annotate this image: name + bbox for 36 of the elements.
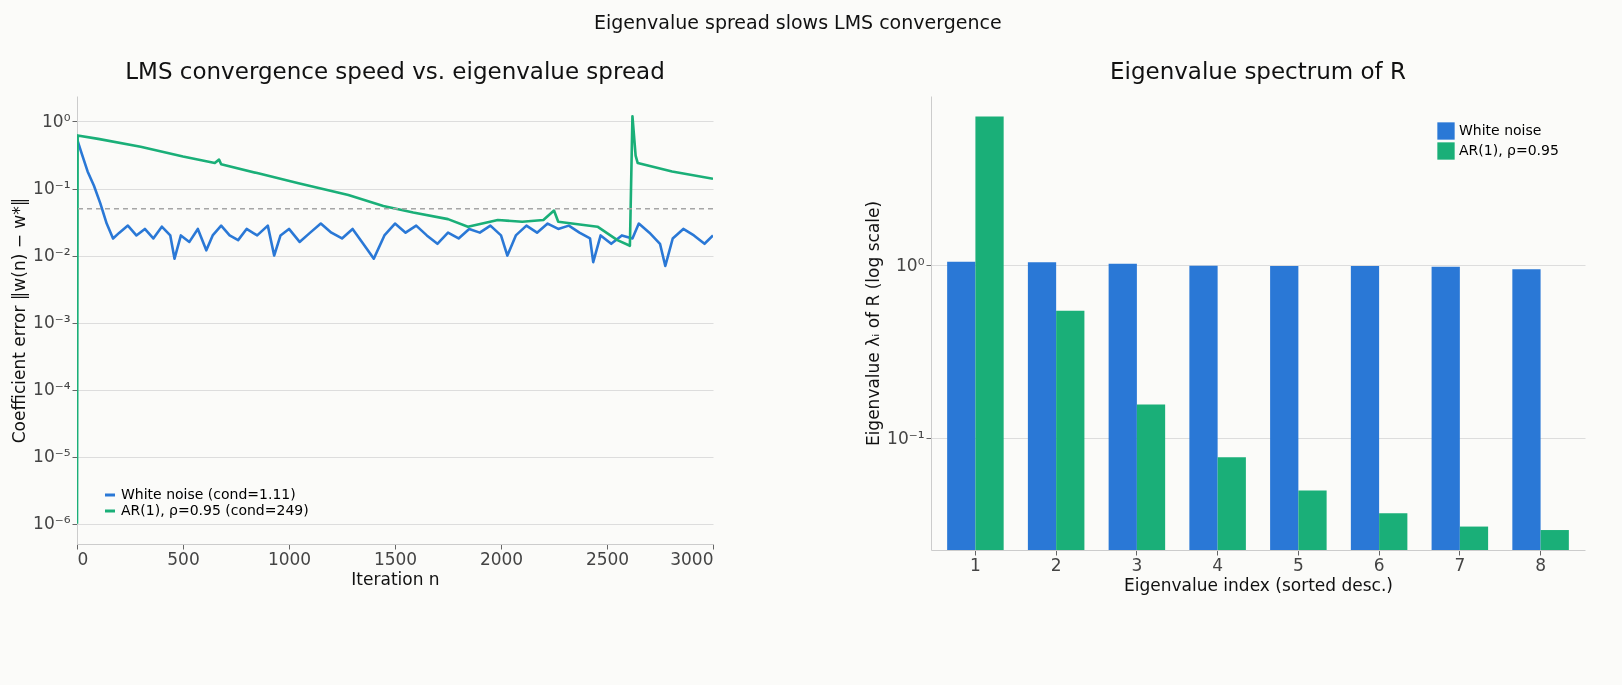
legend-label: AR(1), ρ=0.95 (cond=249) (121, 502, 309, 518)
x-tick-label: 5 (1292, 554, 1304, 575)
x-tick-label: 7 (1454, 554, 1466, 575)
x-tick-label: 0 (77, 548, 89, 569)
y-axis-title: Coefficient error ‖w(n) − w*‖ (9, 197, 30, 444)
y-tick-label: 10⁰ (896, 254, 925, 275)
y-tick-label: 10⁰ (42, 110, 71, 131)
x-tick-label: 2000 (479, 548, 524, 569)
y-tick-label: 10⁻⁴ (33, 379, 71, 400)
y-tick-label: 10⁻³ (33, 312, 71, 333)
x-tick-label: 1 (969, 554, 981, 575)
text: Eigenvalue spread slows LMS convergence (593, 11, 1002, 33)
x-tick-label: 2 (1050, 554, 1062, 575)
legend-label: AR(1), ρ=0.95 (1459, 142, 1559, 158)
line-series (77, 114, 713, 526)
x-tick-label: 2500 (585, 548, 630, 569)
chart-title: Eigenvalue spectrum of R (1110, 58, 1407, 84)
y-axis-title: Eigenvalue λᵢ of R (log scale) (863, 200, 884, 447)
x-axis-title: Eigenvalue index (sorted desc.) (1124, 574, 1393, 595)
x-tick-label: 8 (1535, 554, 1547, 575)
y-tick-label: 10⁻² (33, 245, 71, 266)
x-tick-label: 1000 (267, 548, 312, 569)
y-tick-label: 10⁻⁵ (33, 446, 71, 467)
x-axis-title: Iteration n (351, 568, 440, 589)
x-tick-label: 3000 (670, 548, 714, 569)
y-tick-label: 10⁻⁶ (33, 513, 71, 534)
legend-label: White noise (cond=1.11) (121, 486, 296, 502)
y-tick-label: 10⁻¹ (33, 178, 71, 199)
x-tick-label: 6 (1373, 554, 1385, 575)
chart-title: LMS convergence speed vs. eigenvalue spread (125, 58, 665, 84)
x-tick-label: 1500 (373, 548, 418, 569)
x-tick-label: 500 (167, 548, 200, 569)
x-tick-label: 4 (1212, 554, 1224, 575)
y-tick-label: 10⁻¹ (887, 427, 925, 448)
legend-label: White noise (1459, 122, 1542, 138)
x-tick-label: 3 (1131, 554, 1143, 575)
